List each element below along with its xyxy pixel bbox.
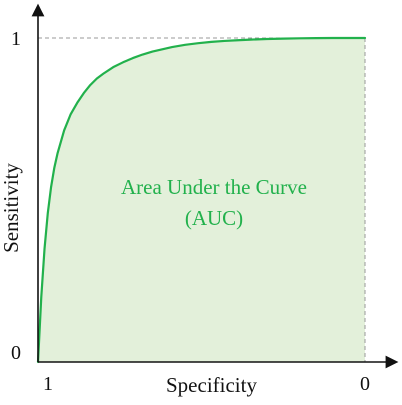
auc-annotation-line2: (AUC)	[185, 206, 243, 230]
y-tick-label: 1	[11, 28, 21, 50]
x-tick-label: 0	[360, 373, 370, 395]
x-axis-label: Specificity	[166, 373, 257, 397]
roc-curve	[36, 36, 367, 364]
x-tick-label: 1	[43, 373, 53, 395]
auc-area	[38, 38, 365, 362]
y-tick-label: 0	[11, 342, 21, 364]
auc-annotation-line1: Area Under the Curve	[121, 175, 307, 199]
y-axis-label: Sensitivity	[0, 163, 23, 253]
